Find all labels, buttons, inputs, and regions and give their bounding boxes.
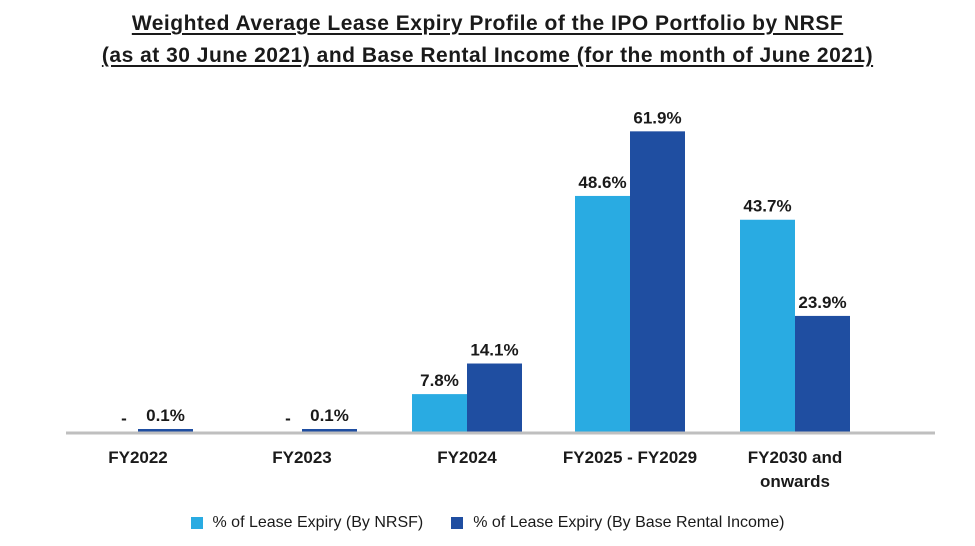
category-label-3-line-0: FY2025 - FY2029 <box>563 448 697 467</box>
category-label-0: FY2022 <box>108 448 168 467</box>
chart-title-line-1: Weighted Average Lease Expiry Profile of… <box>131 12 844 35</box>
bar-series-1-cat-3 <box>630 131 685 433</box>
bar-series-1-cat-1 <box>302 429 357 432</box>
category-label-4-line-1: onwards <box>760 472 830 491</box>
data-label-series-0-cat-2: 7.8% <box>420 371 459 390</box>
legend-swatch-base-rental <box>451 517 464 529</box>
bar-labels-group: -0.1% -0.1%7.8%14.1%48.6%61.9%43.7%23.9% <box>121 108 846 428</box>
category-label-0-line-0: FY2022 <box>108 448 168 467</box>
bar-series-1-cat-2 <box>467 363 522 432</box>
bar-series-1-cat-4 <box>795 315 850 432</box>
bar-series-0-cat-2 <box>412 394 467 432</box>
data-label-series-0-cat-3: 48.6% <box>578 173 626 192</box>
category-label-4-line-0: FY2030 and <box>748 448 843 467</box>
bar-series-0-cat-4 <box>740 219 795 432</box>
legend: % of Lease Expiry (By NRSF) % of Lease E… <box>0 514 975 532</box>
category-label-4: FY2030 and onwards <box>748 448 843 491</box>
legend-item-nrsf: % of Lease Expiry (By NRSF) <box>190 514 424 532</box>
data-label-series-1-cat-3: 61.9% <box>633 108 681 127</box>
data-label-series-1-cat-4: 23.9% <box>798 293 846 312</box>
data-label-series-0-cat-1: - <box>285 409 291 428</box>
bars-group <box>138 131 850 433</box>
legend-label-nrsf: % of Lease Expiry (By NRSF) <box>212 514 424 531</box>
data-label-series-0-cat-0: - <box>121 409 127 428</box>
legend-label-base-rental: % of Lease Expiry (By Base Rental Income… <box>473 514 785 531</box>
category-label-2: FY2024 <box>437 448 497 467</box>
category-label-2-line-0: FY2024 <box>437 448 497 467</box>
data-label-series-1-cat-0: 0.1% <box>146 406 185 425</box>
category-label-1: FY2023 <box>272 448 332 467</box>
bar-series-0-cat-3 <box>575 195 630 432</box>
bar-series-1-cat-0 <box>138 429 193 432</box>
data-label-series-1-cat-2: 14.1% <box>470 341 518 360</box>
legend-swatch-nrsf <box>190 517 203 529</box>
data-label-series-0-cat-4: 43.7% <box>743 197 791 216</box>
category-label-3: FY2025 - FY2029 <box>563 448 697 467</box>
category-label-1-line-0: FY2023 <box>272 448 332 467</box>
chart-title-line-2: (as at 30 June 2021) and Base Rental Inc… <box>101 44 874 67</box>
category-labels-group: FY2022 FY2023 FY2024 FY2025 - FY2029 FY2030 … <box>108 448 842 491</box>
legend-item-base-rental: % of Lease Expiry (By Base Rental Income… <box>451 514 784 532</box>
data-label-series-1-cat-1: 0.1% <box>310 406 349 425</box>
